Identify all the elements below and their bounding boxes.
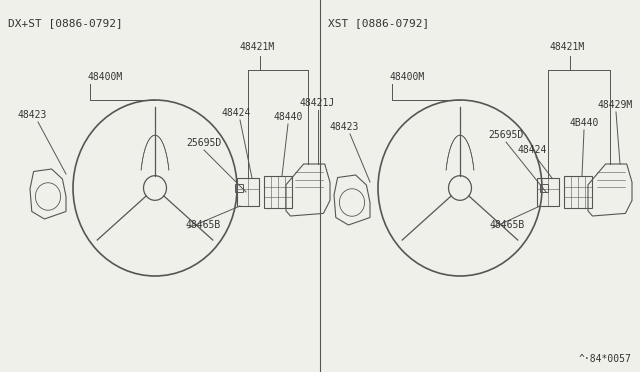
Bar <box>235 184 243 192</box>
Text: 48400M: 48400M <box>88 72 124 82</box>
Text: 48440: 48440 <box>274 112 303 122</box>
Bar <box>537 178 559 206</box>
Bar <box>237 178 259 206</box>
Text: 48421M: 48421M <box>240 42 275 52</box>
Text: 48400M: 48400M <box>390 72 425 82</box>
Text: 48465B: 48465B <box>490 220 525 230</box>
Text: XST [0886-0792]: XST [0886-0792] <box>328 18 429 28</box>
Text: 4B440: 4B440 <box>570 118 600 128</box>
Text: 48423: 48423 <box>330 122 360 132</box>
Text: 48421J: 48421J <box>300 98 335 108</box>
Text: 48423: 48423 <box>18 110 47 120</box>
Text: 25695D: 25695D <box>186 138 221 148</box>
Text: 48429M: 48429M <box>598 100 633 110</box>
Text: 48424: 48424 <box>518 145 547 155</box>
Bar <box>564 176 592 208</box>
Text: DX+ST [0886-0792]: DX+ST [0886-0792] <box>8 18 123 28</box>
Text: ^·84*0057: ^·84*0057 <box>579 354 632 364</box>
Text: 48424: 48424 <box>222 108 252 118</box>
Text: 48421M: 48421M <box>550 42 585 52</box>
Text: 48465B: 48465B <box>186 220 221 230</box>
Bar <box>264 176 292 208</box>
Text: 25695D: 25695D <box>488 130 524 140</box>
Bar <box>540 184 548 192</box>
